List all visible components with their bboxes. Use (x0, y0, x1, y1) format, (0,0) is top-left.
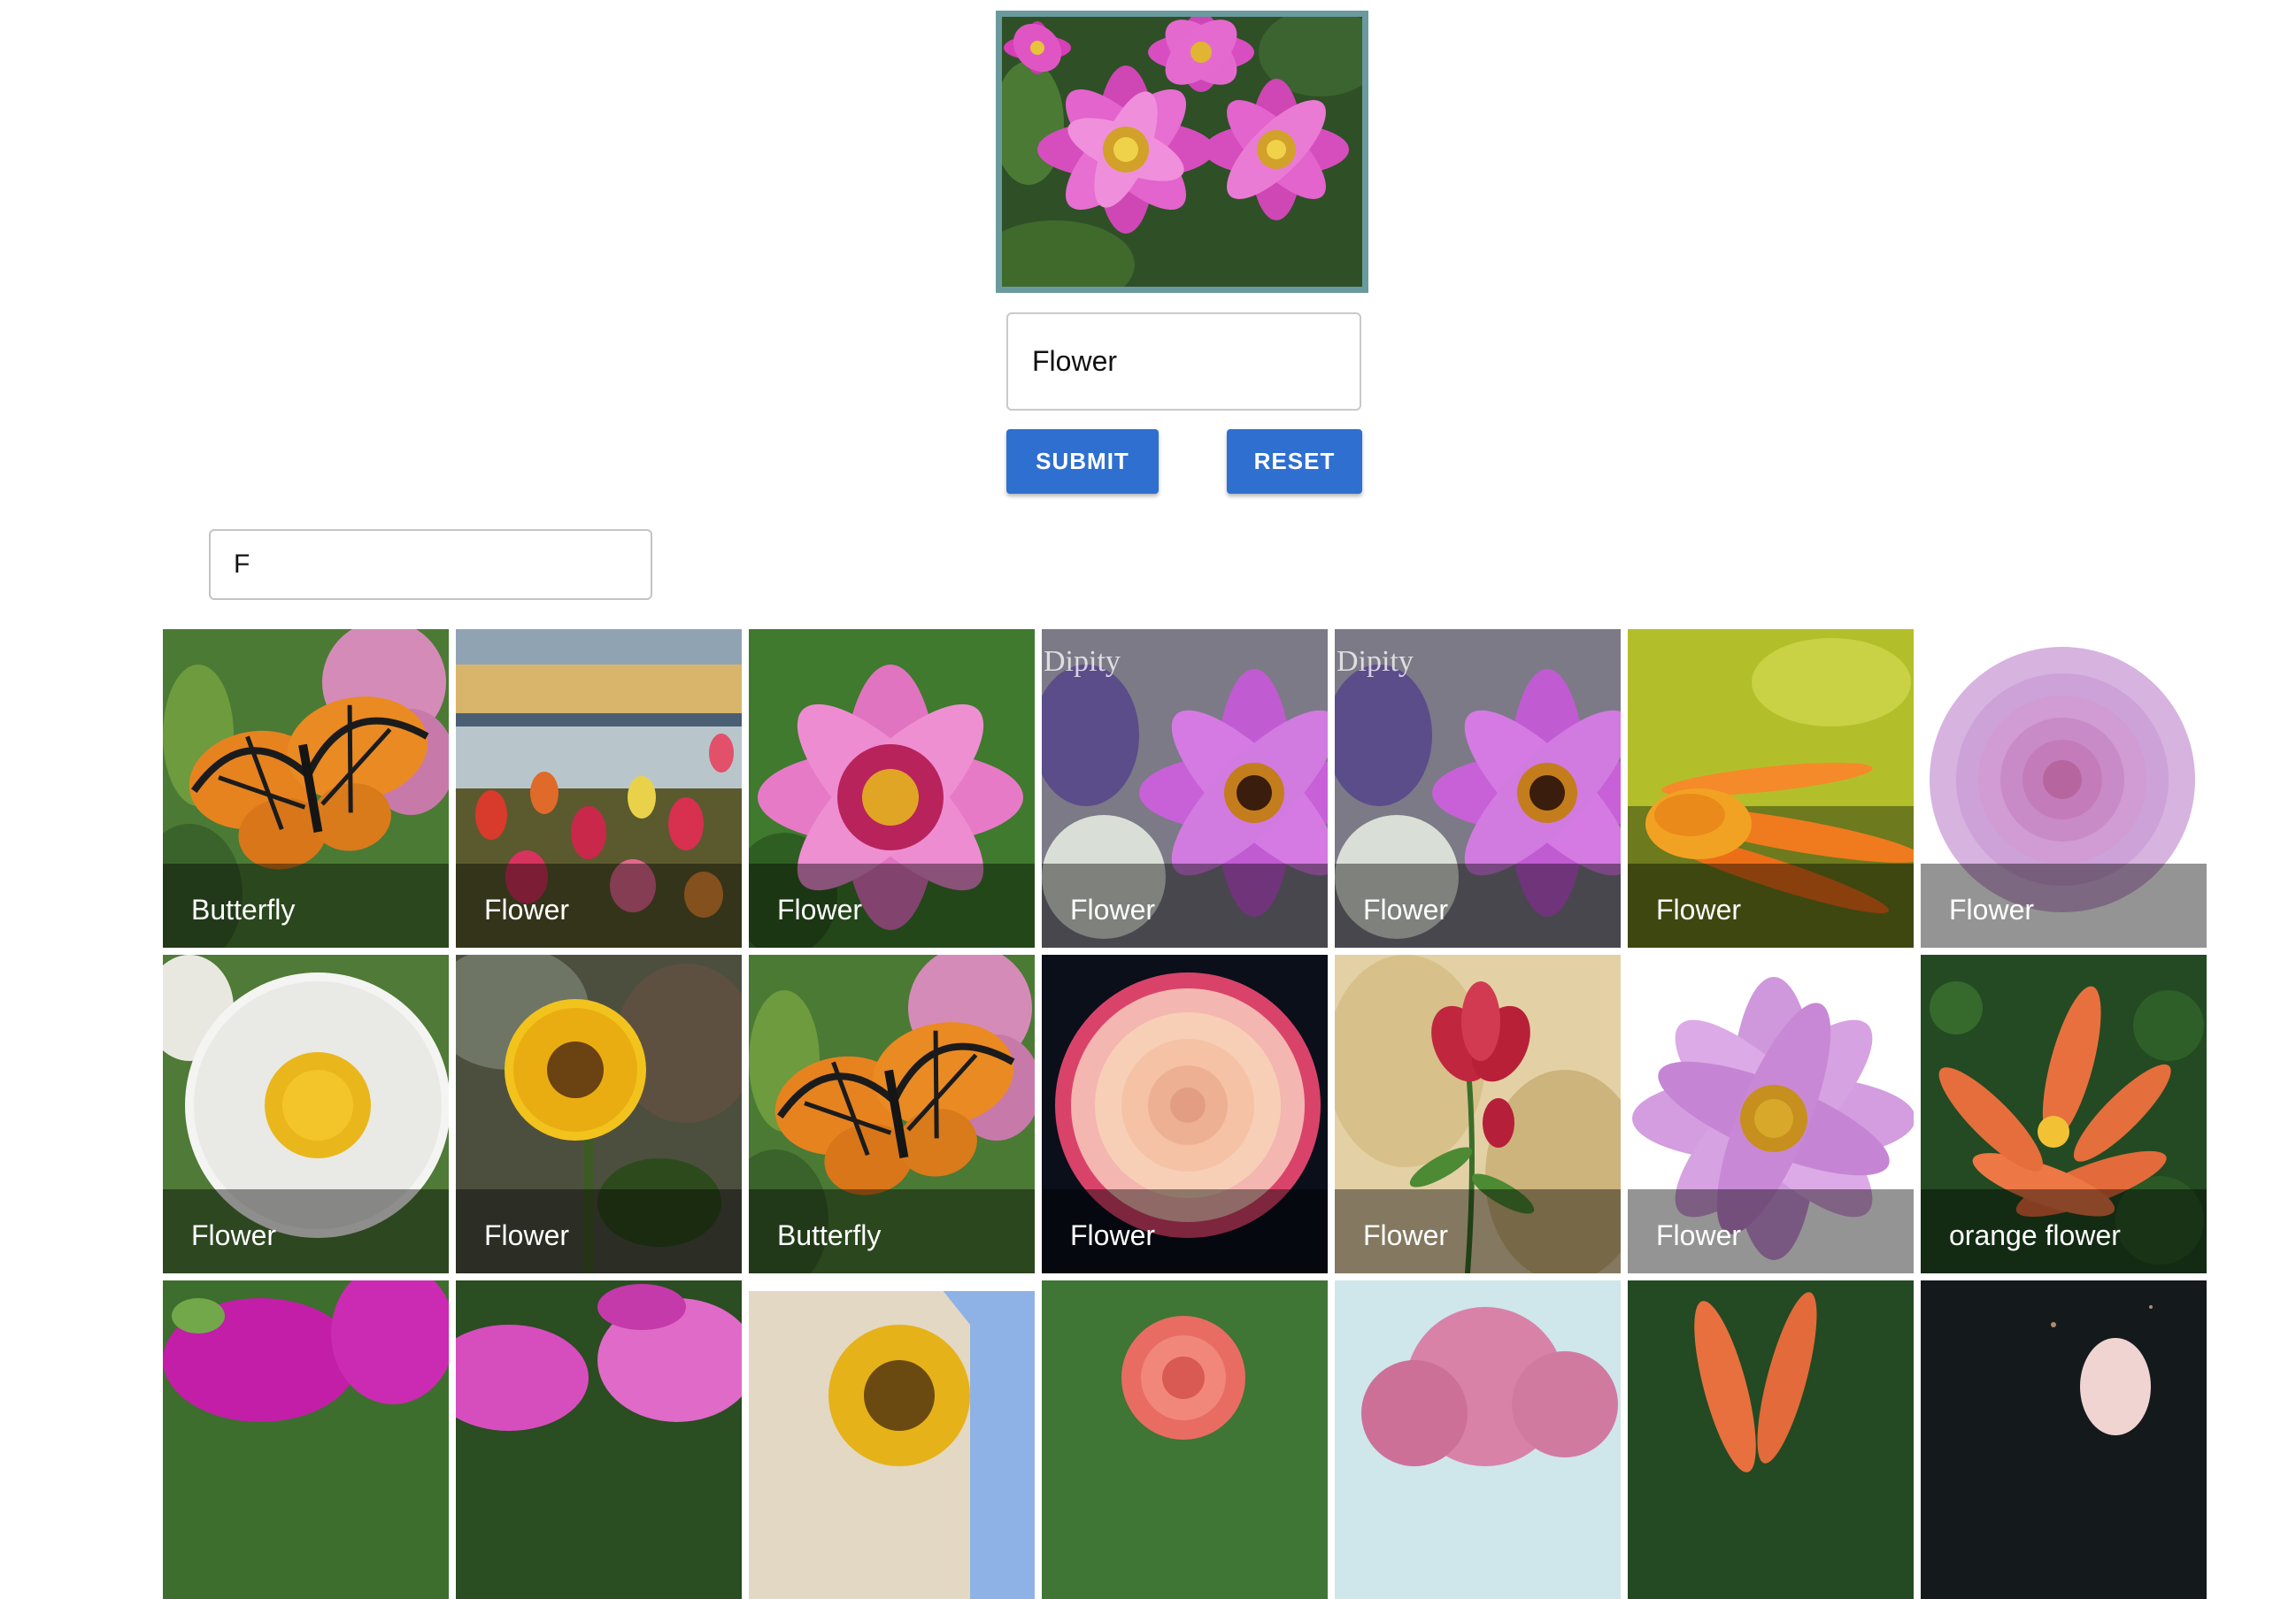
caption-bar (1335, 1189, 1621, 1273)
tile-caption: Flower (191, 1219, 277, 1251)
gallery-tile[interactable]: orange flower (1921, 955, 2207, 1273)
tile-caption: Flower (1949, 894, 2035, 926)
submit-button[interactable]: SUBMIT (1006, 429, 1159, 494)
caption-bar (1628, 864, 1914, 948)
caption-bar (1042, 864, 1328, 948)
lavender-dahlia-image (1921, 629, 2207, 948)
tile-caption: Flower (1363, 894, 1449, 926)
caption-bar (163, 864, 449, 948)
gallery-tile[interactable] (1921, 1280, 2207, 1599)
white-daisy-image (163, 955, 449, 1273)
tile-watermark: Dipity (1337, 645, 1414, 678)
gallery-tile[interactable]: Flower (456, 955, 742, 1273)
tile-caption: Butterfly (191, 894, 296, 926)
gallery-tile[interactable]: Flower (749, 629, 1035, 948)
caption-bar (456, 1189, 742, 1273)
pink-dahlia-image (1002, 17, 1362, 287)
label-input[interactable] (1006, 312, 1361, 411)
orange-lily-image (1921, 955, 2207, 1273)
pale-pink-flower-image (1921, 1280, 2207, 1599)
gallery-tile[interactable] (1335, 1280, 1621, 1599)
reset-button[interactable]: RESET (1227, 429, 1362, 494)
monarch-butterfly-image (749, 955, 1035, 1273)
monarch-butterfly-image (163, 629, 449, 948)
gallery-tile[interactable]: Butterfly (749, 955, 1035, 1273)
peach-rose-image (1042, 955, 1328, 1273)
caption-bar (749, 864, 1035, 948)
tile-caption: Flower (1070, 894, 1156, 926)
orange-lily-image (1628, 1280, 1914, 1599)
gallery-tile[interactable]: Flower (1628, 955, 1914, 1273)
caption-bar (456, 864, 742, 948)
gallery-tile[interactable]: Dipity Flower (1042, 629, 1328, 948)
tile-caption: orange flower (1949, 1219, 2121, 1251)
caption-bar (1921, 864, 2207, 948)
gallery-tile[interactable] (1042, 1280, 1328, 1599)
pink-roses-image (1335, 1280, 1621, 1599)
pink-dahlia-image (749, 629, 1035, 948)
caption-bar (1921, 1189, 2207, 1273)
gallery-tile[interactable]: Flower (1335, 955, 1621, 1273)
sunflower-image (456, 955, 742, 1273)
lilac-dahlia-image (1628, 955, 1914, 1273)
gallery-tile[interactable]: Flower (456, 629, 742, 948)
magenta-petunia-image (163, 1280, 449, 1599)
tile-caption: Flower (1656, 1219, 1742, 1251)
preview-image (996, 11, 1368, 293)
tile-caption: Flower (484, 1219, 570, 1251)
orange-daisy-image (1628, 629, 1914, 948)
tile-caption: Flower (1070, 1219, 1156, 1251)
gallery-tile[interactable]: Flower (163, 955, 449, 1273)
purple-dahlia-image (1335, 629, 1621, 948)
caption-bar (1042, 1189, 1328, 1273)
caption-bar (163, 1189, 449, 1273)
purple-dahlia-image (1042, 629, 1328, 948)
filter-input[interactable] (209, 529, 652, 600)
gallery-tile[interactable] (163, 1280, 449, 1599)
gallery-tile[interactable] (456, 1280, 742, 1599)
caption-bar (749, 1189, 1035, 1273)
gallery-tile[interactable]: Flower (1921, 629, 2207, 948)
gallery-tile[interactable]: Dipity Flower (1335, 629, 1621, 948)
gallery-tile[interactable]: Butterfly (163, 629, 449, 948)
coral-rose-image (1042, 1280, 1328, 1599)
pink-flowers-image (456, 1280, 742, 1599)
caption-bar (1628, 1189, 1914, 1273)
tile-caption: Flower (1363, 1219, 1449, 1251)
gallery-tile[interactable]: Flower (1042, 955, 1328, 1273)
tile-caption: Flower (777, 894, 863, 926)
tile-caption: Butterfly (777, 1219, 882, 1251)
tulips-lake-image (456, 629, 742, 948)
sunflower-sky-image (749, 1280, 1035, 1599)
caption-bar (1335, 864, 1621, 948)
tile-watermark: Dipity (1044, 645, 1121, 678)
image-gallery: Butterfly Flower (163, 629, 2207, 1599)
tile-caption: Flower (1656, 894, 1742, 926)
gallery-tile[interactable] (749, 1280, 1035, 1599)
tile-caption: Flower (484, 894, 570, 926)
gallery-tile[interactable] (1628, 1280, 1914, 1599)
painted-lily-image (1335, 955, 1621, 1273)
gallery-tile[interactable]: Flower (1628, 629, 1914, 948)
